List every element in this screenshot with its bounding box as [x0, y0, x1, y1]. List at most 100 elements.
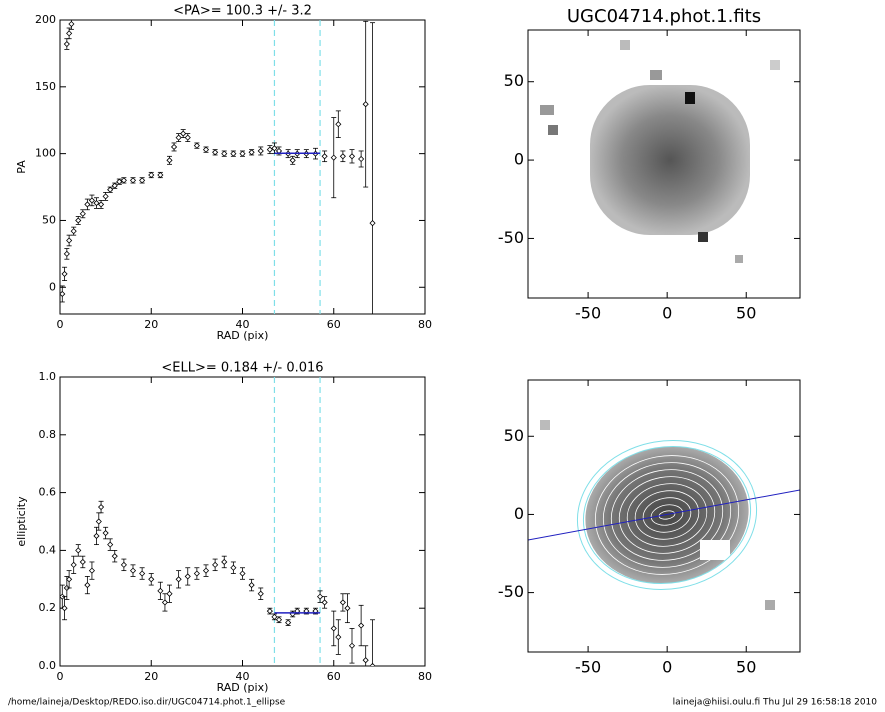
data-point [266, 608, 273, 615]
galaxy-image [540, 40, 780, 263]
data-point [184, 573, 191, 580]
data-point [166, 590, 173, 597]
data-point [139, 570, 146, 577]
data-point [335, 121, 342, 128]
contour-image [528, 420, 800, 610]
data-point [239, 570, 246, 577]
y-tick-label: 1.0 [39, 370, 57, 383]
data-point [348, 153, 356, 160]
y-tick-label: 200 [35, 13, 56, 26]
data-point [116, 178, 123, 185]
data-point [166, 157, 173, 164]
y-tick-label: 50 [504, 426, 524, 445]
data-point [95, 518, 102, 525]
data-point [63, 250, 70, 257]
data-point [362, 101, 369, 108]
data-point [348, 642, 356, 649]
data-point [271, 613, 278, 620]
chart-title: <PA>= 100.3 +/- 3.2 [173, 4, 312, 19]
x-axis-label: RAD (pix) [217, 681, 269, 694]
data-point [111, 553, 118, 560]
data-point [330, 625, 337, 632]
data-point [111, 182, 118, 189]
plot-area [60, 377, 376, 666]
axes-frame [59, 376, 426, 667]
data-point [84, 582, 91, 589]
data-point [202, 146, 210, 153]
data-point [66, 237, 73, 244]
data-point [97, 201, 105, 208]
data-point [257, 147, 264, 155]
data-point [271, 145, 278, 152]
y-tick-label: 0 [514, 150, 524, 169]
x-tick-label: 0 [662, 304, 672, 323]
data-point [75, 547, 82, 554]
x-tick-label: 0 [662, 658, 672, 677]
axes-frame [527, 29, 801, 299]
data-point [248, 582, 255, 589]
plot-area [60, 20, 376, 314]
chart-title: UGC04714.phot.1.fits [567, 6, 761, 27]
x-tick-label: 20 [144, 318, 158, 331]
axes-frame [59, 19, 426, 315]
data-point [369, 220, 376, 227]
data-point [202, 567, 210, 574]
data-point [230, 564, 237, 571]
data-point [266, 146, 273, 153]
data-point [257, 590, 264, 597]
x-axis-label: RAD (pix) [217, 329, 269, 342]
data-point [61, 270, 68, 277]
y-tick-label: 0.0 [39, 659, 57, 672]
x-tick-label: 40 [236, 318, 250, 331]
y-axis-label: PA [15, 160, 28, 174]
x-tick-label: -50 [575, 658, 601, 677]
data-point [193, 570, 200, 577]
data-point [63, 40, 70, 48]
data-point [120, 561, 127, 568]
data-point [157, 587, 164, 594]
data-point [107, 541, 114, 548]
x-tick-label: 40 [236, 670, 250, 683]
data-point [66, 30, 73, 37]
data-point [316, 593, 324, 600]
data-point [129, 567, 137, 574]
data-point [175, 134, 182, 141]
data-point [285, 619, 292, 626]
data-point [61, 605, 68, 612]
data-point [102, 529, 109, 537]
data-point [230, 150, 237, 157]
data-point [289, 157, 296, 164]
data-point [102, 193, 109, 200]
data-point [175, 576, 182, 583]
data-point [344, 605, 351, 612]
x-tick-label: 50 [736, 304, 756, 323]
data-point [139, 177, 146, 184]
data-point [88, 567, 96, 574]
data-point [68, 20, 75, 28]
data-point [107, 186, 114, 193]
data-point [275, 616, 283, 623]
data-point [79, 558, 86, 566]
data-point [161, 599, 169, 606]
x-tick-label: 80 [418, 318, 432, 331]
data-point [362, 657, 369, 664]
y-tick-label: 100 [35, 147, 56, 160]
data-point [148, 576, 155, 583]
data-point [93, 532, 100, 540]
data-point [321, 599, 328, 606]
data-point [88, 197, 96, 204]
data-point [79, 210, 86, 217]
data-point [170, 143, 178, 151]
data-point [248, 149, 255, 156]
data-point [339, 153, 346, 160]
y-tick-label: 50 [42, 213, 56, 226]
y-tick-label: 0.4 [39, 543, 57, 556]
data-point [321, 153, 328, 160]
y-tick-label: 150 [35, 80, 56, 93]
data-point [148, 171, 155, 179]
data-point [212, 561, 219, 568]
data-point [358, 155, 365, 163]
y-tick-label: 0 [49, 280, 56, 293]
y-tick-label: 0.6 [39, 486, 57, 499]
